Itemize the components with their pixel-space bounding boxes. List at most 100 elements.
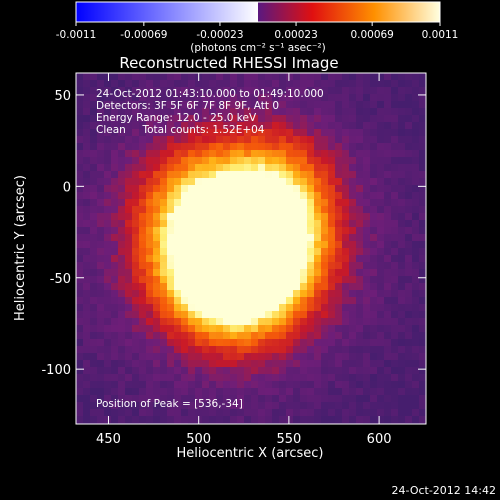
heatmap-cell [419,248,426,255]
heatmap-cell [160,94,167,101]
heatmap-cell [118,150,125,157]
heatmap-cell [146,164,153,171]
heatmap-cell [223,234,230,241]
heatmap-cell [132,290,139,297]
heatmap-cell [104,381,111,388]
heatmap-cell [202,346,209,353]
heatmap-cell [90,101,97,108]
heatmap-cell [293,115,300,122]
heatmap-cell [405,360,412,367]
heatmap-cell [97,80,104,87]
heatmap-cell [265,164,272,171]
heatmap-cell [286,374,293,381]
heatmap-cell [342,402,349,409]
heatmap-cell [244,213,251,220]
heatmap-cell [356,192,363,199]
heatmap-cell [83,367,90,374]
heatmap-cell [188,122,195,129]
heatmap-cell [363,304,370,311]
heatmap-cell [160,318,167,325]
heatmap-cell [370,269,377,276]
heatmap-cell [293,332,300,339]
heatmap-cell [391,255,398,262]
heatmap-cell [230,73,237,80]
heatmap-cell [335,409,342,416]
heatmap-cell [251,311,258,318]
heatmap-cell [160,283,167,290]
heatmap-cell [118,269,125,276]
heatmap-cell [83,374,90,381]
heatmap-cell [286,87,293,94]
heatmap-cell [181,374,188,381]
heatmap-cell [398,395,405,402]
heatmap-cell [370,325,377,332]
heatmap-cell [370,304,377,311]
heatmap-cell [321,87,328,94]
heatmap-cell [265,395,272,402]
heatmap-cell [97,108,104,115]
heatmap-cell [111,416,118,423]
heatmap-cell [307,199,314,206]
heatmap-cell [90,234,97,241]
heatmap-cell [132,157,139,164]
heatmap-cell [265,171,272,178]
heatmap-cell [167,290,174,297]
heatmap-cell [125,360,132,367]
heatmap-cell [286,381,293,388]
heatmap-cell [209,108,216,115]
heatmap-cell [76,164,83,171]
heatmap-cell [328,192,335,199]
heatmap-cell [111,297,118,304]
heatmap-cell [349,220,356,227]
heatmap-cell [202,367,209,374]
heatmap-cell [412,73,419,80]
heatmap-cell [97,241,104,248]
heatmap-cell [419,206,426,213]
heatmap-cell [272,157,279,164]
heatmap-cell [153,262,160,269]
heatmap-cell [349,227,356,234]
heatmap-cell [328,94,335,101]
heatmap-cell [272,360,279,367]
heatmap-cell [104,220,111,227]
heatmap-cell [321,381,328,388]
heatmap-cell [90,241,97,248]
heatmap-cell [139,388,146,395]
heatmap-cell [146,262,153,269]
heatmap-cell [188,94,195,101]
heatmap-cell [314,262,321,269]
heatmap-cell [76,353,83,360]
heatmap-cell [321,297,328,304]
heatmap-cell [223,108,230,115]
heatmap-cell [286,360,293,367]
heatmap-cell [139,290,146,297]
heatmap-cell [237,185,244,192]
heatmap-cell [139,87,146,94]
heatmap-cell [125,304,132,311]
heatmap-cell [209,199,216,206]
heatmap-cell [244,136,251,143]
heatmap-cell [307,339,314,346]
heatmap-cell [391,136,398,143]
heatmap-cell [300,213,307,220]
heatmap-cell [342,248,349,255]
heatmap-cell [83,185,90,192]
heatmap-cell [244,381,251,388]
heatmap-cell [118,332,125,339]
heatmap-cell [202,416,209,423]
heatmap-cell [139,199,146,206]
heatmap-cell [76,402,83,409]
heatmap-cell [104,360,111,367]
heatmap-cell [251,227,258,234]
heatmap-cell [398,171,405,178]
heatmap-cell [293,178,300,185]
heatmap-cell [174,269,181,276]
heatmap-cell [174,402,181,409]
heatmap-cell [258,416,265,423]
heatmap-cell [139,178,146,185]
heatmap-cell [195,409,202,416]
annotation-energy: Energy Range: 12.0 - 25.0 keV [96,112,257,124]
heatmap-cell [328,416,335,423]
heatmap-cell [412,150,419,157]
heatmap-cell [209,255,216,262]
